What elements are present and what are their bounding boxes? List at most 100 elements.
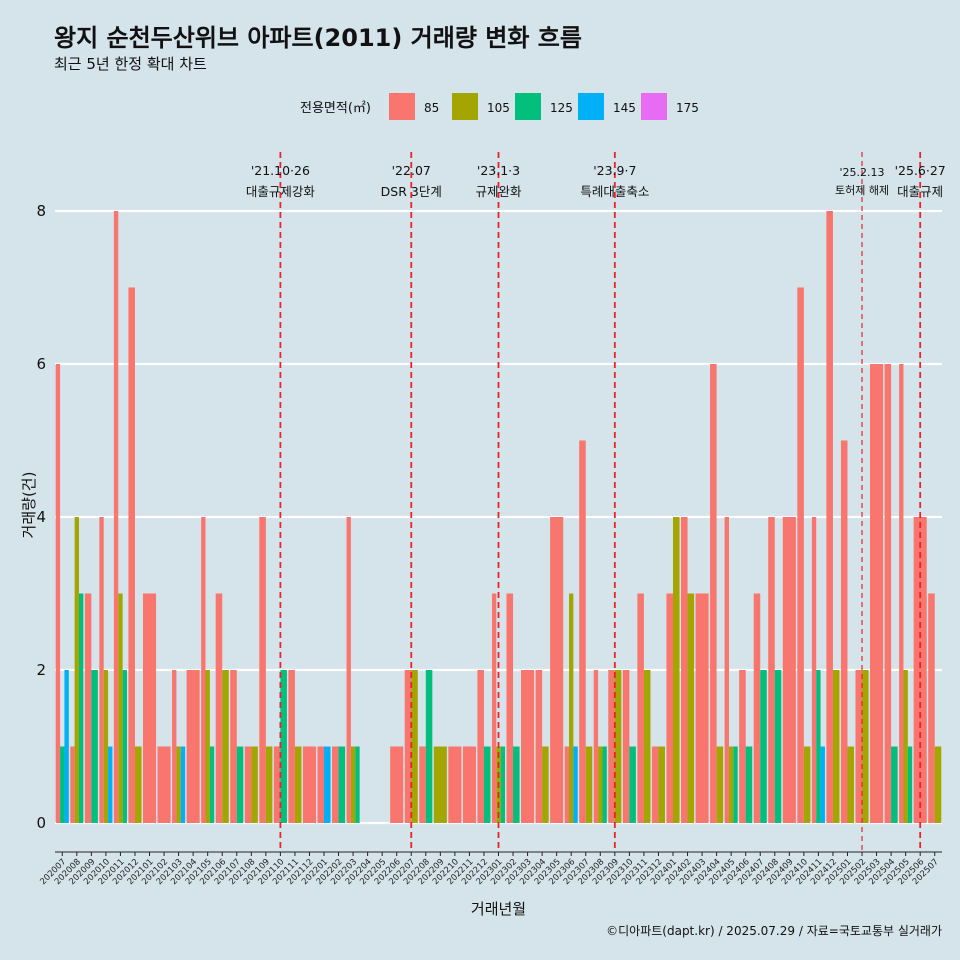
bar-202011-85 (113, 211, 119, 823)
bar-202306-85 (564, 746, 570, 823)
bar-202506-85 (913, 517, 927, 823)
bar-202311-105 (643, 670, 651, 823)
bar-202103-85 (172, 670, 177, 823)
bar-202502-85 (855, 670, 863, 823)
bar-202403-85 (695, 593, 709, 823)
bar-202411-125 (816, 670, 821, 823)
legend-label-85: 85 (424, 101, 439, 115)
bar-202010-85 (99, 517, 104, 823)
bar-202203-125 (355, 746, 360, 823)
bar-202012-85 (128, 287, 135, 823)
bar-202408-85 (768, 517, 775, 823)
bar-202306-145 (573, 746, 578, 823)
y-tick-label: 2 (36, 661, 46, 679)
legend-swatch-105 (452, 93, 478, 120)
bar-202103-105 (176, 746, 181, 823)
bar-202007-85 (55, 364, 61, 823)
event-date-label: '21.10·26 (251, 163, 310, 178)
bar-202203-85 (346, 517, 351, 823)
bar-202105-105 (205, 670, 210, 823)
bar-202410-85 (797, 287, 804, 823)
bar-202107-125 (236, 746, 244, 823)
bar-202304-85 (535, 670, 543, 823)
bar-202404-105 (716, 746, 724, 823)
event-label: 대출규제강화 (246, 184, 316, 199)
event-date-label: '22.07 (392, 163, 431, 178)
legend-swatch-145 (578, 93, 604, 120)
bar-202505-125 (907, 746, 913, 823)
bar-202209-105 (433, 746, 447, 823)
bar-202110-125 (280, 670, 287, 823)
bar-202503-85 (870, 364, 884, 823)
bar-202312-105 (658, 746, 665, 823)
event-label: DSR 3단계 (381, 184, 442, 199)
bar-202501-105 (847, 746, 855, 823)
bar-202105-125 (209, 746, 215, 823)
bar-202305-85 (550, 517, 564, 823)
event-date-label: '25.2.13 (840, 166, 885, 179)
source-caption: ©디아파트(dapt.kr) / 2025.07.29 / 자료=국토교통부 실… (606, 924, 942, 938)
y-tick-label: 8 (36, 202, 46, 220)
y-tick-label: 6 (36, 355, 46, 373)
bar-202407-85 (753, 593, 761, 823)
bar-202009-125 (91, 670, 98, 823)
bar-202212-125 (483, 746, 491, 823)
bar-202008-125 (78, 593, 84, 823)
bar-202009-85 (84, 593, 92, 823)
bar-202010-145 (108, 746, 113, 823)
bar-202201-145 (324, 746, 331, 823)
legend-swatch-125 (515, 93, 541, 120)
event-label: 규제완화 (475, 184, 522, 199)
bar-202301-85 (491, 593, 497, 823)
bar-202507-105 (934, 746, 942, 823)
event-date-label: '25.6·27 (895, 163, 946, 178)
bar-202207-105 (411, 670, 418, 823)
bar-202405-105 (728, 746, 734, 823)
bar-202411-85 (811, 517, 817, 823)
bar-202409-85 (782, 517, 796, 823)
y-tick-label: 4 (36, 508, 46, 526)
legend-title: 전용면적(㎡) (300, 101, 371, 116)
bar-202408-125 (774, 670, 782, 823)
bar-202501-85 (840, 440, 848, 823)
bar-202402-105 (687, 593, 695, 823)
bar-202310-125 (629, 746, 636, 823)
bar-202307-85 (579, 440, 586, 823)
bar-202101-85 (142, 593, 157, 823)
bar-202301-125 (500, 746, 506, 823)
legend-swatch-85 (389, 93, 415, 120)
bar-202411-145 (820, 746, 825, 823)
bar-202108-105 (251, 746, 258, 823)
legend-label-145: 145 (613, 101, 636, 115)
bar-202112-85 (302, 746, 317, 823)
bar-202308-85 (593, 670, 599, 823)
bar-202308-105 (598, 746, 603, 823)
bar-202011-105 (118, 593, 123, 823)
chart-subtitle: 최근 5년 한정 확대 차트 (54, 55, 207, 73)
legend-label-105: 105 (487, 101, 510, 115)
bar-202507-85 (928, 593, 935, 823)
bar-202212-85 (477, 670, 484, 823)
bar-202102-85 (157, 746, 171, 823)
bar-202306-105 (569, 593, 574, 823)
bar-202210-85 (448, 746, 462, 823)
bar-202303-85 (521, 670, 535, 823)
bar-202401-105 (672, 517, 680, 823)
bar-202211-85 (462, 746, 476, 823)
bar-202406-85 (739, 670, 746, 823)
bar-202405-125 (733, 746, 738, 823)
y-tick-label: 0 (36, 814, 46, 832)
bar-202202-85 (332, 746, 339, 823)
bar-202008-85 (70, 746, 75, 823)
bar-202011-125 (122, 670, 127, 823)
bar-202007-145 (64, 670, 69, 823)
bar-202008-105 (74, 517, 79, 823)
bar-202404-85 (710, 364, 717, 823)
bar-202302-85 (506, 593, 514, 823)
event-date-label: '23.9·7 (593, 163, 636, 178)
bar-202109-85 (259, 517, 266, 823)
event-label: 특례대출축소 (580, 184, 649, 199)
bar-202110-85 (273, 746, 281, 823)
bar-202308-125 (602, 746, 607, 823)
